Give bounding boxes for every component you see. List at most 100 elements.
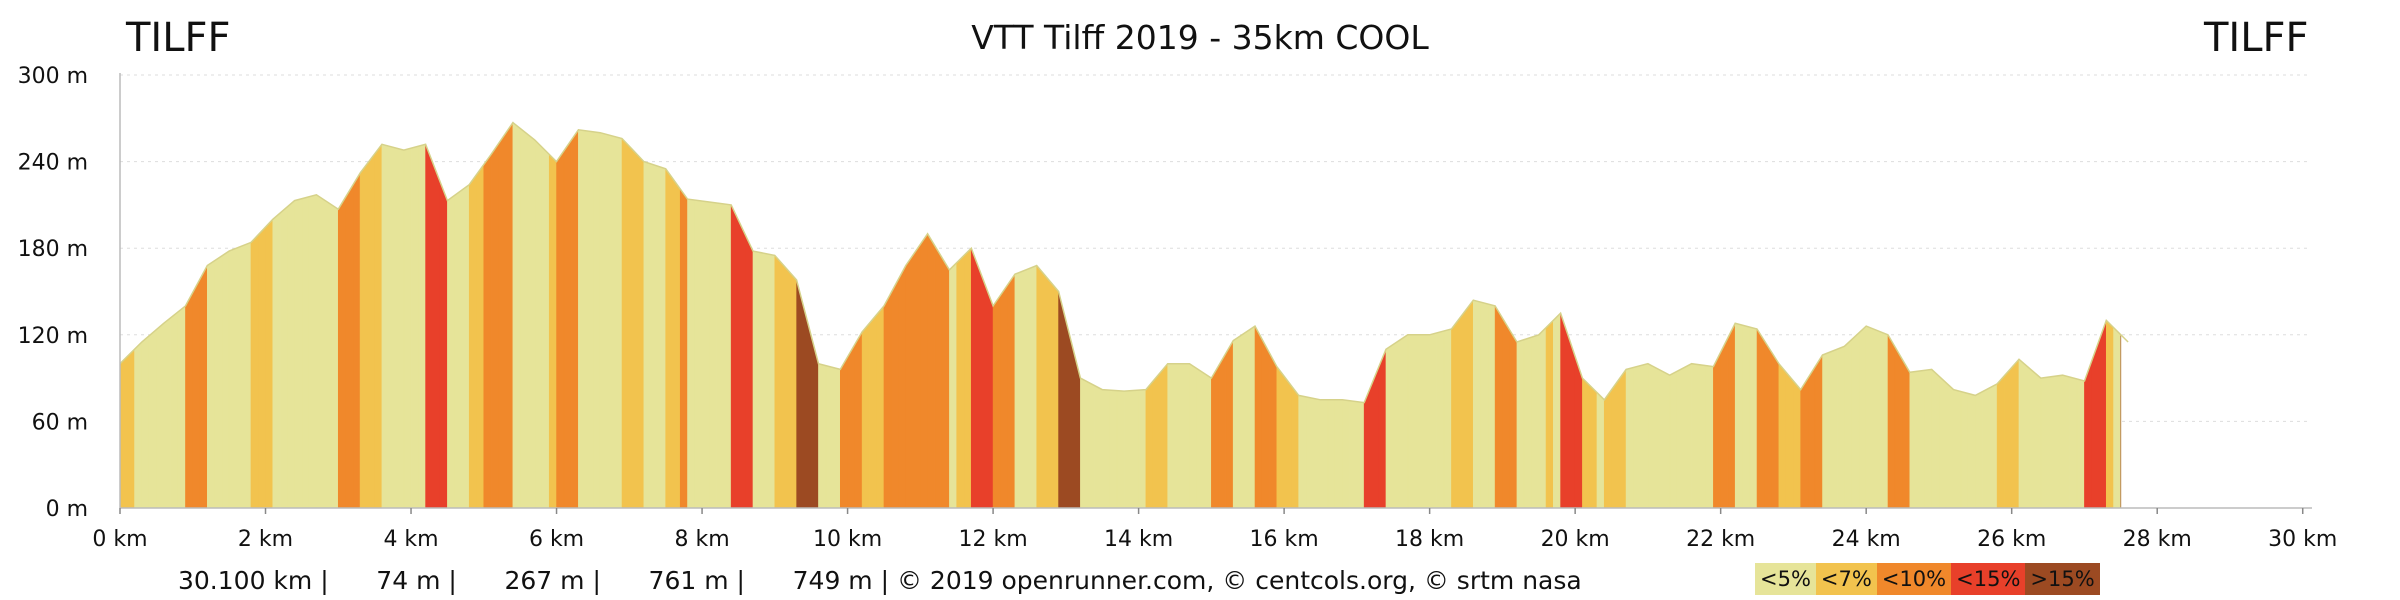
end-place-label: TILFF (2204, 15, 2309, 61)
profile-segment (439, 181, 448, 509)
profile-segment (519, 127, 528, 509)
profile-segment (1174, 363, 1183, 509)
slope-legend: <5% <7% <10% <15% >15% (1755, 563, 2100, 595)
profile-segment (185, 292, 194, 509)
profile-segment (2105, 319, 2114, 509)
legend-item: <5% (1755, 563, 1816, 595)
profile-segment (163, 316, 172, 509)
profile-segment (1785, 371, 1794, 509)
profile-segment (1392, 339, 1401, 509)
profile-segment (1218, 351, 1227, 509)
profile-segment (992, 294, 1001, 509)
profile-segment (1363, 384, 1372, 509)
y-tick-label: 240 m (18, 151, 88, 176)
profile-segment (789, 270, 797, 509)
legend-item: >15% (2025, 563, 2100, 595)
profile-segment (1989, 383, 1998, 509)
profile-segment (359, 162, 368, 509)
x-tick-label: 10 km (813, 527, 882, 552)
profile-segment (1713, 351, 1721, 509)
profile-segment (1487, 303, 1496, 509)
profile-segment (1654, 367, 1663, 509)
profile-segment (1378, 349, 1387, 509)
profile-segment (1836, 345, 1845, 509)
x-tick-label: 28 km (2123, 527, 2192, 552)
profile-segment (374, 143, 383, 509)
profile-segment (1131, 389, 1139, 509)
profile-segment (1603, 388, 1612, 509)
route-stat: 267 m | (456, 566, 601, 595)
profile-segment (1087, 381, 1096, 509)
profile-segment (1312, 397, 1321, 509)
profile-segment (1669, 370, 1678, 509)
profile-segment (541, 146, 550, 509)
profile-segment (716, 202, 725, 509)
profile-segment (1029, 265, 1038, 509)
profile-segment (949, 261, 958, 509)
profile-segment (1924, 369, 1932, 509)
profile-segment (1793, 380, 1801, 509)
profile-segment (1982, 387, 1991, 509)
profile-segment (461, 184, 470, 509)
profile-segment (1764, 339, 1772, 509)
profile-segment (468, 173, 477, 509)
profile-segment (883, 292, 892, 509)
profile-segment (1211, 364, 1219, 509)
profile-segment (2047, 375, 2056, 509)
axes (119, 73, 2312, 509)
profile-segment (665, 167, 674, 509)
profile-segment (1611, 378, 1620, 509)
profile-segment (1414, 334, 1423, 509)
profile-segment (410, 145, 419, 509)
profile-segment (126, 348, 135, 509)
profile-segment (337, 196, 346, 509)
profile-segment (548, 153, 557, 509)
profile-segment (1778, 362, 1787, 509)
profile-segment (599, 132, 608, 509)
profile-segment (818, 363, 827, 509)
profile-segment (447, 194, 455, 509)
y-axis-ticks: 0 m 60 m 120 m 180 m 240 m 300 m (18, 64, 88, 522)
profile-segment (1633, 365, 1641, 509)
profile-segment (2018, 358, 2027, 509)
profile-segment (774, 254, 783, 509)
profile-segment (1094, 385, 1103, 509)
profile-segment (483, 153, 492, 509)
profile-segment (890, 278, 899, 509)
profile-segment (1771, 351, 1780, 509)
profile-segment (621, 137, 630, 509)
chart-title: VTT Tilff 2019 - 35km COOL (971, 18, 1429, 57)
profile-segment (592, 131, 601, 509)
profile-segment (1407, 334, 1416, 509)
profile-segment (614, 136, 623, 509)
profile-segment (650, 163, 659, 509)
profile-segment (854, 330, 863, 509)
profile-segment (1945, 382, 1954, 509)
profile-segment (978, 267, 987, 509)
profile-segment (1269, 352, 1278, 509)
profile-segment (1625, 367, 1634, 509)
profile-segment (1160, 362, 1169, 509)
profile-segment (1727, 323, 1736, 509)
profile-segment (2062, 374, 2071, 509)
profile-segment (527, 133, 536, 509)
route-stat: 761 m | (600, 566, 745, 595)
x-tick-label: 2 km (238, 527, 293, 552)
profile-segment (1189, 363, 1198, 509)
profile-segment (236, 244, 244, 509)
profile-segment (1509, 328, 1518, 509)
profile-segment (301, 196, 310, 509)
profile-segment (396, 147, 405, 509)
profile-segment (228, 247, 237, 509)
profile-segment (1050, 282, 1059, 509)
profile-segment (352, 172, 361, 509)
profile-segment (1662, 370, 1671, 509)
profile-segment (1691, 363, 1700, 509)
profile-segment (869, 313, 877, 509)
profile-segment (1953, 389, 1962, 509)
profile-segment (1887, 333, 1896, 509)
profile-segment (1080, 377, 1088, 509)
profile-segment (1574, 356, 1583, 509)
y-tick-label: 180 m (18, 237, 88, 262)
profile-segment (658, 165, 666, 509)
